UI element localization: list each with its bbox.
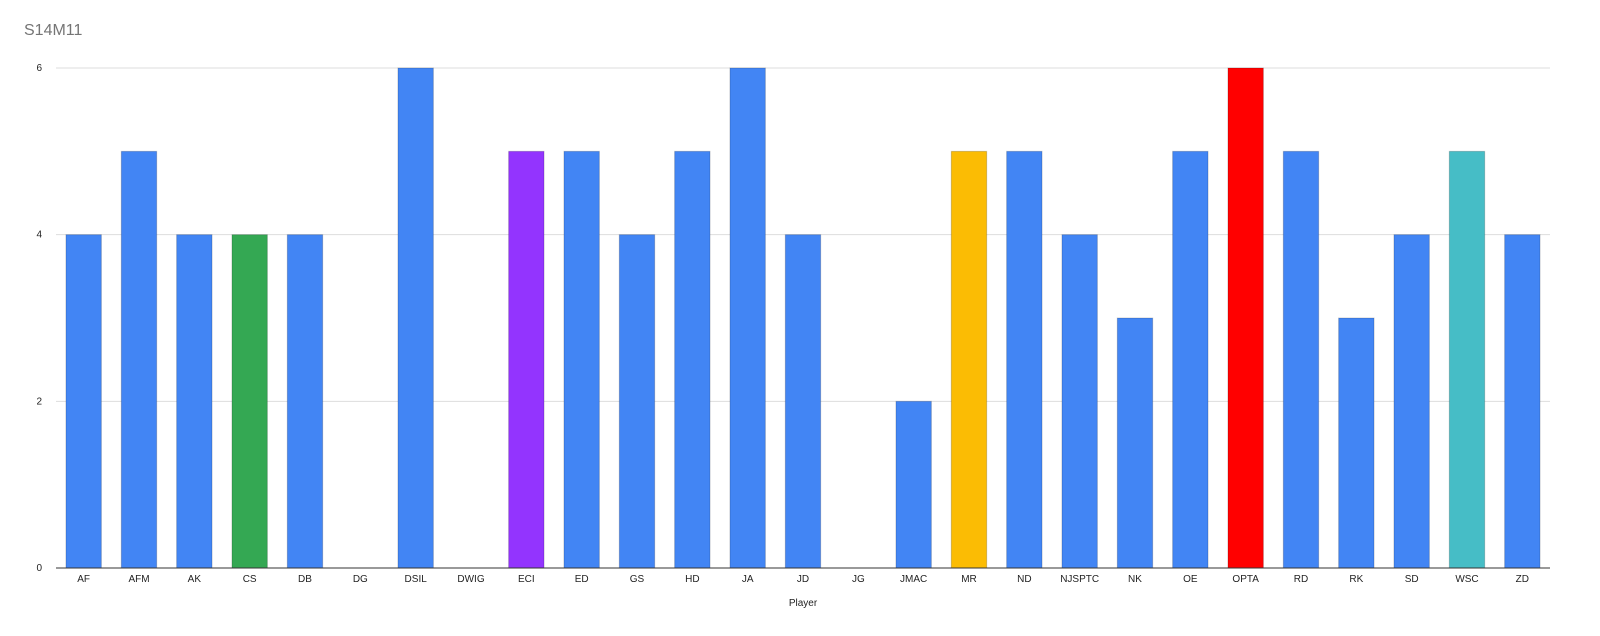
bar-dsil bbox=[397, 67, 434, 569]
bar-rd bbox=[1282, 150, 1320, 569]
x-tick-label: SD bbox=[1405, 574, 1419, 585]
bar-njsptc bbox=[1061, 234, 1098, 569]
x-tick-label: AF bbox=[77, 574, 90, 585]
bar-sd bbox=[1393, 234, 1430, 569]
bar-nk bbox=[1116, 317, 1154, 569]
bar-mr bbox=[950, 150, 988, 569]
bar-gs bbox=[618, 234, 656, 569]
chart-title: S14M11 bbox=[24, 22, 83, 39]
x-tick-label: OE bbox=[1183, 574, 1198, 585]
bar-hd bbox=[674, 150, 711, 569]
x-tick-label: NK bbox=[1128, 574, 1142, 585]
x-tick-label: ED bbox=[575, 574, 589, 585]
x-tick-label: HD bbox=[685, 574, 699, 585]
bar-cs bbox=[231, 234, 268, 569]
y-tick-label: 2 bbox=[36, 396, 42, 407]
y-tick-label: 4 bbox=[36, 230, 42, 241]
bar-nd bbox=[1006, 150, 1043, 569]
x-tick-label: NJSPTC bbox=[1060, 574, 1099, 585]
x-axis-title: Player bbox=[789, 598, 818, 609]
x-tick-label: AFM bbox=[128, 574, 149, 585]
bar-rk bbox=[1338, 317, 1375, 569]
bar-opta bbox=[1227, 67, 1264, 569]
x-tick-label: OPTA bbox=[1232, 574, 1259, 585]
x-axis-ticks: AF AFM AK CS DB DG DSIL DWIG ECI ED GS HD JA JD JG JMAC… bbox=[77, 574, 1529, 585]
x-tick-label: CS bbox=[243, 574, 257, 585]
bar-jmac bbox=[895, 400, 932, 569]
x-tick-label: ECI bbox=[518, 574, 535, 585]
x-tick-label: JA bbox=[742, 574, 754, 585]
bar-db bbox=[286, 234, 324, 569]
x-tick-label: MR bbox=[961, 574, 977, 585]
bar-ak bbox=[176, 234, 213, 569]
x-tick-label: ND bbox=[1017, 574, 1031, 585]
y-tick-label: 6 bbox=[36, 63, 42, 74]
bar-afm bbox=[120, 150, 158, 569]
bars bbox=[65, 67, 1541, 569]
x-tick-label: DWIG bbox=[457, 574, 484, 585]
x-tick-label: DG bbox=[353, 574, 368, 585]
bar-ed bbox=[563, 150, 600, 569]
x-tick-label: RK bbox=[1349, 574, 1363, 585]
bar-oe bbox=[1172, 150, 1209, 569]
x-tick-label: JMAC bbox=[900, 574, 927, 585]
x-tick-label: RD bbox=[1294, 574, 1308, 585]
bar-jd bbox=[784, 234, 822, 569]
x-tick-label: ZD bbox=[1516, 574, 1529, 585]
x-tick-label: DSIL bbox=[405, 574, 428, 585]
bar-wsc bbox=[1448, 150, 1486, 569]
y-tick-label: 0 bbox=[36, 563, 42, 574]
x-tick-label: AK bbox=[188, 574, 202, 585]
x-tick-label: JD bbox=[797, 574, 809, 585]
x-tick-label: DB bbox=[298, 574, 312, 585]
y-axis-ticks: 0 2 4 6 bbox=[36, 63, 42, 574]
bar-zd bbox=[1504, 234, 1541, 569]
x-tick-label: GS bbox=[630, 574, 645, 585]
bar-eci bbox=[508, 150, 545, 569]
x-tick-label: JG bbox=[852, 574, 865, 585]
bar-ja bbox=[729, 67, 766, 569]
bar-af bbox=[65, 234, 102, 569]
x-tick-label: WSC bbox=[1455, 574, 1478, 585]
